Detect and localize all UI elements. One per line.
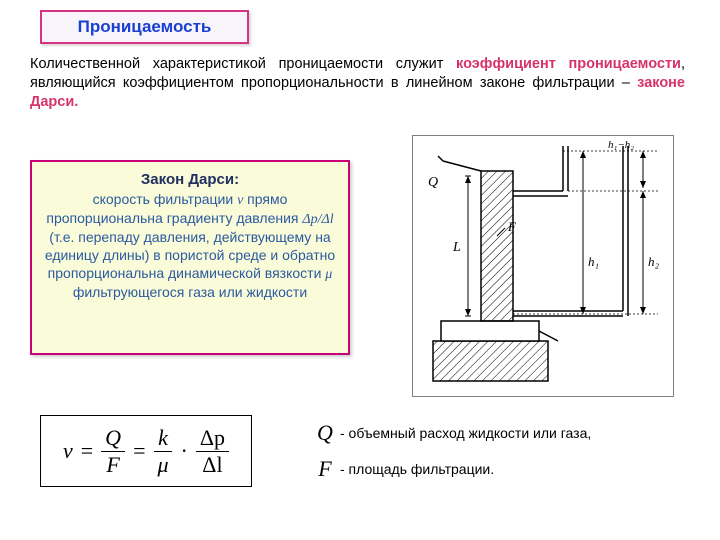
f-eq2: = [133, 438, 145, 464]
law-title: Закон Дарси: [44, 170, 336, 189]
intro-t1: Количественной характеристикой проницаем… [30, 56, 456, 72]
legend-F-sym: F [310, 456, 340, 482]
law-p1d: фильтрующегося газа или жидкости [73, 284, 307, 300]
darcy-law-box: Закон Дарси: скорость фильтрации v прямо… [30, 160, 350, 355]
f-dpdl: Δp Δl [196, 427, 229, 476]
f-QF: Q F [101, 427, 125, 476]
law-p1c: (т.е. перепаду давления, действующему на… [45, 229, 335, 281]
law-p1a: скорость фильтрации [93, 191, 237, 207]
svg-text:h₂: h₂ [648, 254, 660, 269]
svg-text:Q: Q [428, 175, 438, 190]
legend-row-Q: Q - объемный расход жидкости или газа, [310, 420, 610, 446]
sym-mu: μ [325, 267, 332, 282]
f-dl: Δl [198, 452, 226, 476]
f-mu: μ [153, 452, 172, 476]
title-box: Проницаемость [40, 10, 249, 44]
f-dp: Δp [196, 427, 229, 452]
f-Q: Q [101, 427, 125, 452]
f-eq1: = [81, 438, 93, 464]
svg-text:F: F [507, 219, 517, 234]
formula-legend: Q - объемный расход жидкости или газа, F… [310, 420, 610, 492]
f-dot: · [181, 438, 188, 464]
f-v: v [63, 438, 73, 464]
legend-row-F: F - площадь фильтрации. [310, 456, 610, 482]
f-k: k [154, 427, 172, 452]
f-F: F [102, 452, 123, 476]
svg-text:h₁: h₁ [588, 254, 599, 269]
svg-text:h₁−h₂: h₁−h₂ [608, 139, 634, 151]
apparatus-diagram: Q F L h₁ h₂ h₁−h₂ [412, 135, 674, 397]
f-kmu: k μ [153, 427, 172, 476]
intro-paragraph: Количественной характеристикой проницаем… [30, 55, 685, 112]
intro-hl1: коэффициент проницаемости [456, 56, 681, 72]
page-title: Проницаемость [78, 17, 212, 37]
formula-box: v = Q F = k μ · Δp Δl [40, 415, 252, 487]
formula-eq: v = Q F = k μ · Δp Δl [63, 427, 229, 476]
legend-F-txt: - площадь фильтрации. [340, 461, 494, 477]
sym-dp: Δp/Δl [302, 212, 333, 227]
svg-text:L: L [452, 240, 461, 255]
legend-Q-sym: Q [310, 420, 340, 446]
legend-Q-txt: - объемный расход жидкости или газа, [340, 425, 591, 441]
